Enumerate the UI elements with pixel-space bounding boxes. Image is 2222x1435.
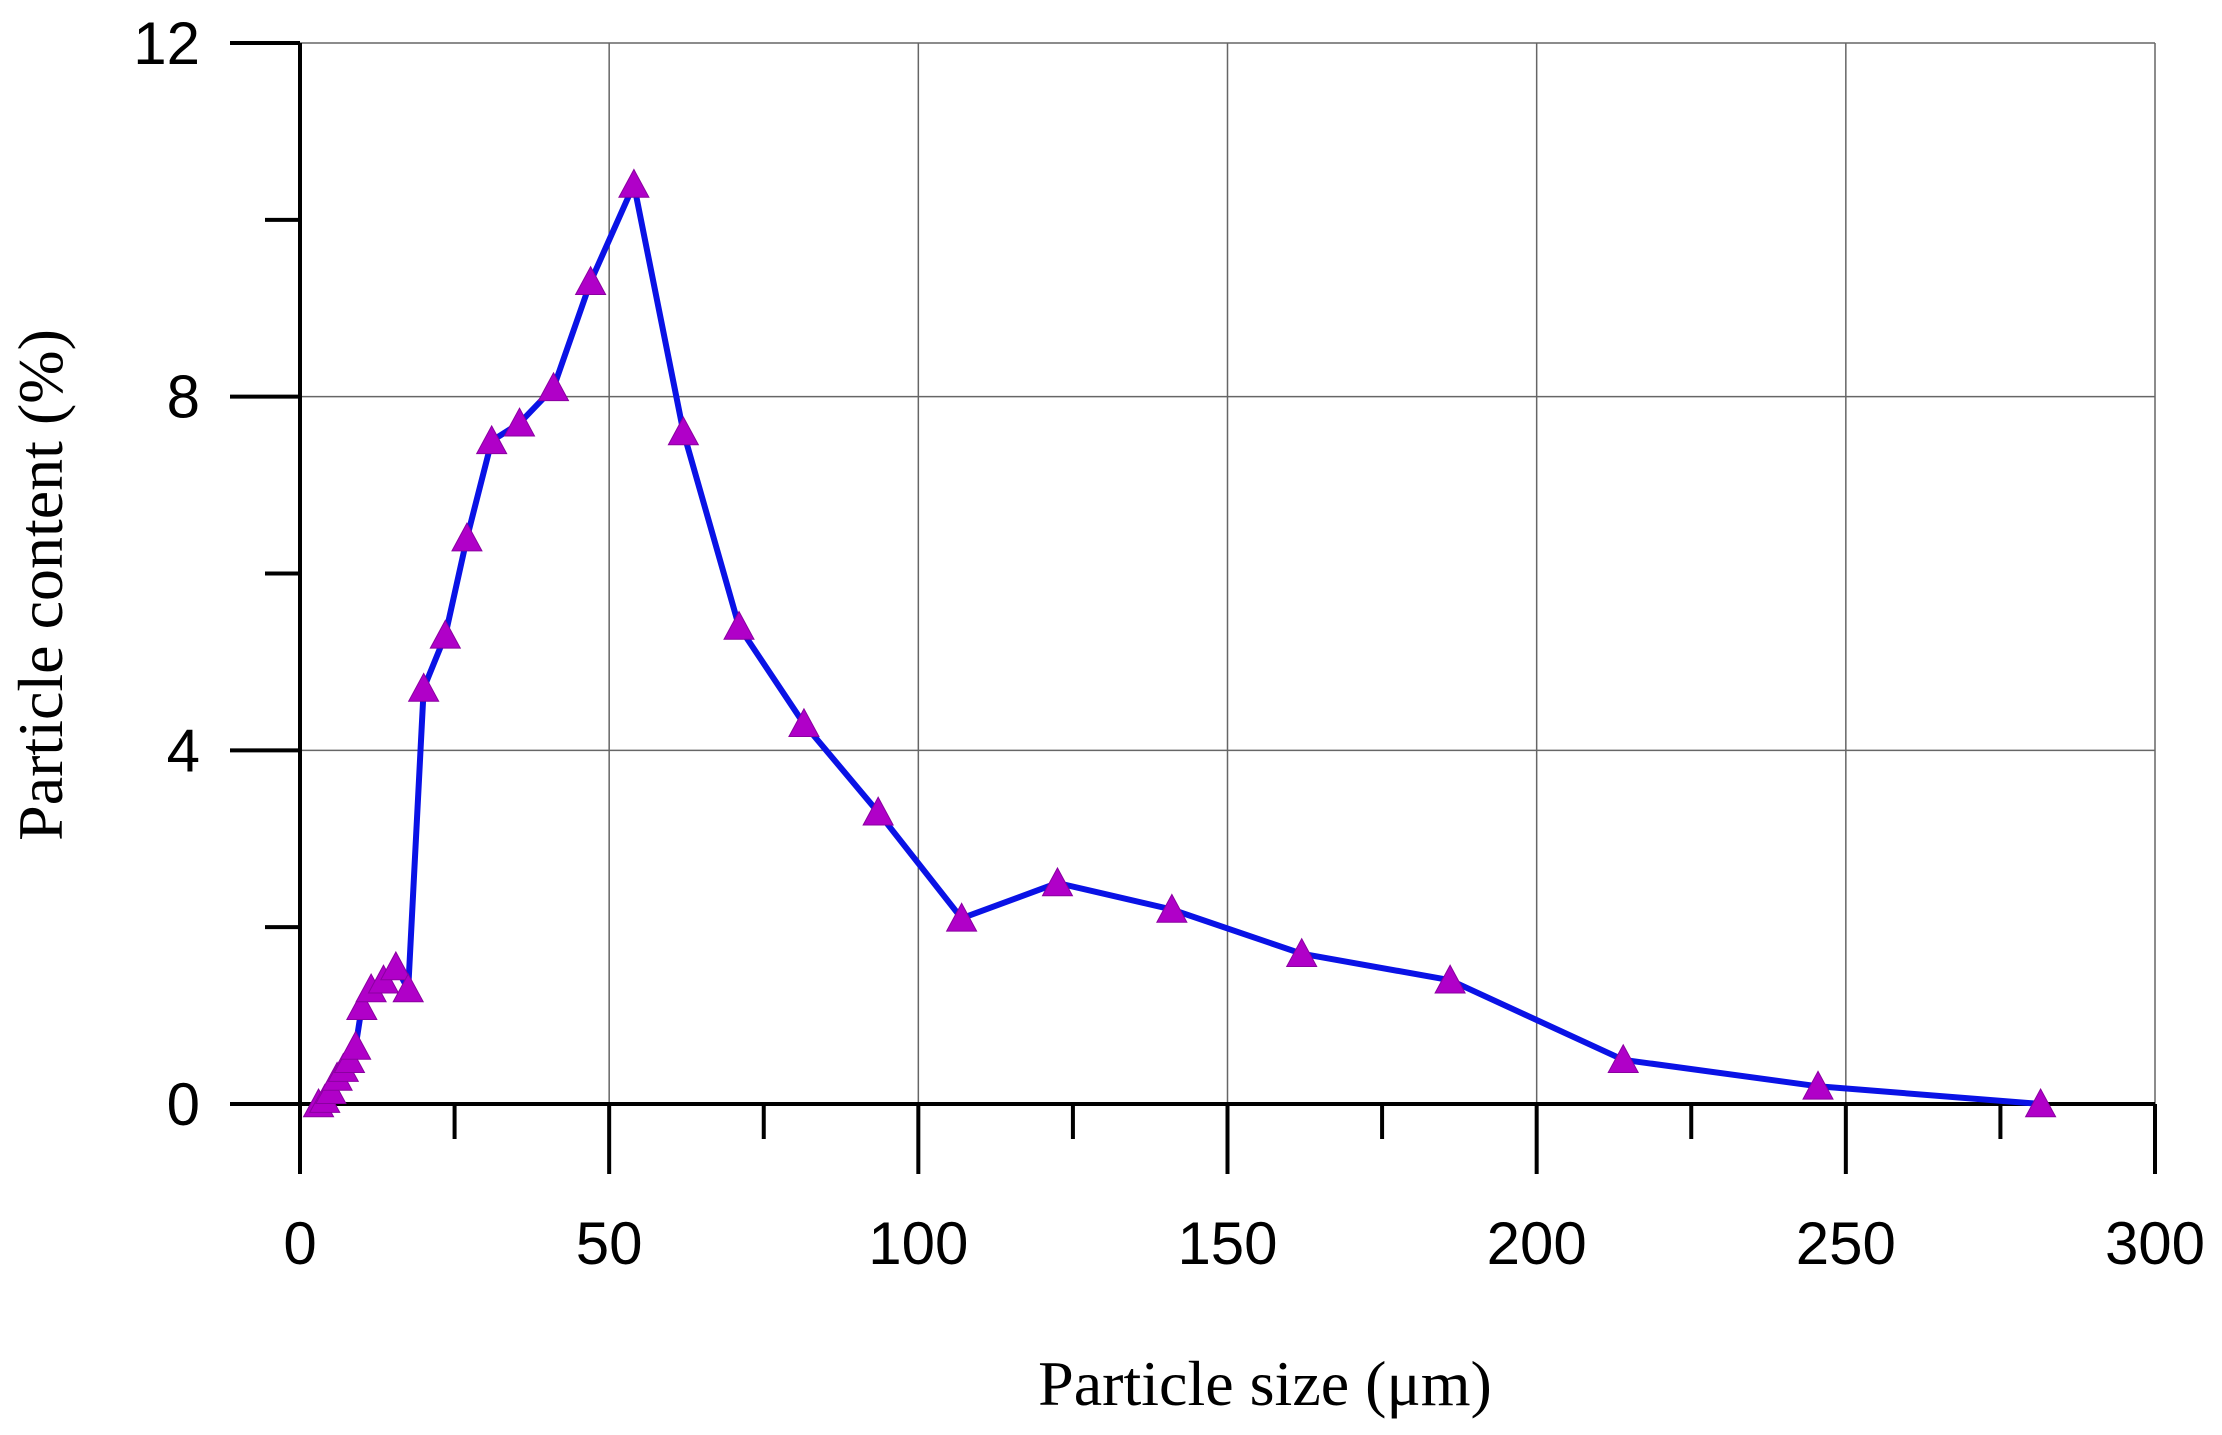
data-point-marker bbox=[451, 522, 483, 552]
y-tick-label: 12 bbox=[133, 10, 200, 77]
y-tick-label: 0 bbox=[167, 1071, 200, 1138]
data-point-marker bbox=[345, 990, 378, 1020]
data-point-marker bbox=[339, 1030, 372, 1060]
data-point-marker bbox=[1434, 964, 1466, 994]
data-point-marker bbox=[574, 265, 607, 295]
data-point-marker bbox=[537, 371, 570, 402]
series-line bbox=[316, 181, 2041, 1107]
data-point-marker bbox=[1802, 1070, 1834, 1100]
data-point-marker bbox=[475, 424, 508, 455]
data-point-marker bbox=[1041, 866, 1074, 897]
data-series bbox=[302, 168, 2057, 1118]
data-point-marker bbox=[862, 796, 894, 826]
data-point-marker bbox=[667, 415, 700, 446]
axes bbox=[230, 41, 2157, 1174]
x-tick-label: 250 bbox=[1796, 1210, 1896, 1277]
x-axis-title: Particle size (μm) bbox=[1038, 1348, 1492, 1419]
grid-lines bbox=[300, 42, 2156, 1104]
data-point-marker bbox=[723, 610, 755, 640]
data-point-marker bbox=[618, 168, 650, 198]
tick-labels: 0 50 100 150 200 250 300 0 4 8 12 bbox=[133, 10, 2205, 1277]
x-tick-label: 300 bbox=[2105, 1210, 2205, 1277]
y-tick-label: 8 bbox=[167, 364, 200, 431]
data-point-marker bbox=[429, 619, 462, 649]
data-point-marker bbox=[380, 950, 412, 981]
x-tick-label: 0 bbox=[283, 1210, 316, 1277]
data-point-marker bbox=[1156, 893, 1188, 923]
x-tick-label: 150 bbox=[1177, 1210, 1277, 1277]
data-point-marker bbox=[407, 672, 440, 702]
data-point-marker bbox=[392, 973, 425, 1003]
x-tick-label: 200 bbox=[1487, 1210, 1587, 1277]
y-tick-label: 4 bbox=[167, 717, 200, 784]
data-point-marker bbox=[1607, 1043, 1640, 1074]
data-point-marker bbox=[1285, 937, 1318, 967]
data-point-marker bbox=[945, 902, 978, 932]
data-point-marker bbox=[503, 407, 536, 437]
data-point-marker bbox=[788, 707, 820, 738]
data-point-marker bbox=[2024, 1087, 2057, 1118]
x-tick-label: 50 bbox=[576, 1210, 643, 1277]
y-axis-title: Particle content (%) bbox=[5, 329, 76, 841]
x-tick-label: 100 bbox=[868, 1210, 968, 1277]
